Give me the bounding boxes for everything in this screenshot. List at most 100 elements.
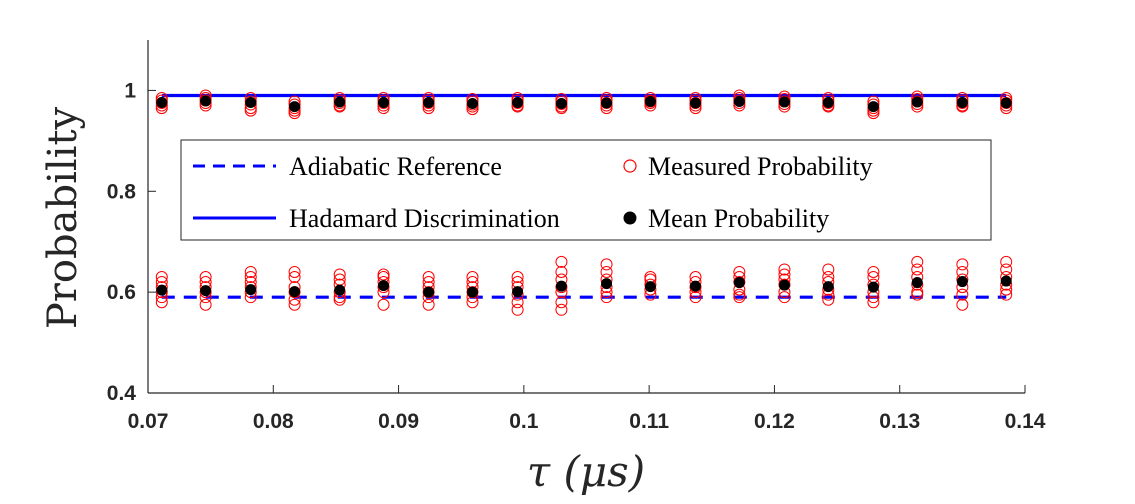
legend-hadamard-label: Hadamard Discrimination — [289, 204, 560, 233]
mean-point — [778, 96, 790, 108]
x-axis-title: τ (μs) — [527, 447, 645, 496]
mean-point — [156, 284, 168, 296]
mean-point — [1000, 275, 1012, 287]
mean-point — [334, 284, 346, 296]
measured-point — [288, 265, 301, 278]
mean-point — [733, 277, 745, 289]
measured-point — [555, 265, 568, 278]
measured-point — [689, 291, 702, 304]
y-tick-label: 1 — [124, 79, 136, 102]
x-tick-label: 0.08 — [253, 410, 294, 433]
mean-point — [289, 286, 301, 298]
mean-point — [245, 284, 257, 296]
y-tick-label: 0.6 — [107, 281, 136, 304]
x-tick-label: 0.13 — [879, 410, 920, 433]
x-tick-label: 0.09 — [378, 410, 419, 433]
measured-point — [867, 265, 880, 278]
tick-marks — [147, 89, 1026, 394]
measured-point — [867, 296, 880, 309]
measured-point — [778, 263, 791, 276]
measured-point — [911, 255, 924, 268]
measured-point — [555, 255, 568, 268]
mean-point — [689, 280, 701, 292]
tick-labels: 0.07 0.08 0.09 0.1 0.11 0.12 0.13 0.14 0.4 0.6 0.8… — [107, 79, 1046, 433]
mean-point — [867, 281, 879, 293]
mean-point — [956, 97, 968, 109]
measured-point — [422, 271, 435, 284]
mean-point — [156, 97, 168, 109]
measured-point — [155, 296, 168, 309]
legend-measured-swatch — [623, 159, 637, 173]
measured-point — [377, 298, 390, 311]
mean-point — [822, 97, 834, 109]
measured-point — [956, 298, 969, 311]
measured-point — [822, 263, 835, 276]
measured-point — [911, 288, 924, 301]
measured-point — [911, 263, 924, 276]
measured-point — [288, 271, 301, 284]
legend-adiabatic-label: Adiabatic Reference — [289, 152, 502, 181]
legend: Adiabatic Reference Hadamard Discriminat… — [180, 139, 992, 241]
mean-point — [378, 97, 390, 109]
y-tick-label: 0.8 — [107, 180, 137, 203]
measured-point — [555, 303, 568, 316]
mean-point — [911, 96, 923, 108]
x-tick-label: 0.14 — [1005, 410, 1046, 433]
mean-point — [644, 96, 656, 108]
measured-point — [1000, 255, 1013, 268]
measured-point — [1000, 288, 1013, 301]
mean-point — [466, 98, 478, 110]
plot-area — [155, 89, 1013, 316]
mean-point — [911, 277, 923, 289]
measured-point — [199, 298, 212, 311]
mean-point — [822, 281, 834, 293]
x-tick-label: 0.1 — [509, 410, 539, 433]
mean-point — [423, 97, 435, 109]
mean-point — [689, 97, 701, 109]
measured-point — [199, 271, 212, 284]
measured-point — [778, 291, 791, 304]
y-axis-title: Probability — [40, 106, 86, 329]
mean-point — [778, 279, 790, 291]
measured-point — [377, 268, 390, 281]
measured-point — [244, 265, 257, 278]
x-tick-label: 0.07 — [128, 410, 169, 433]
mean-point — [289, 101, 301, 113]
measured-point — [422, 298, 435, 311]
mean-point — [956, 276, 968, 288]
mean-point — [1000, 97, 1012, 109]
mean-point — [423, 286, 435, 298]
mean-point — [512, 97, 524, 109]
measured-point — [288, 298, 301, 311]
mean-point — [601, 278, 613, 290]
measured-point — [333, 268, 346, 281]
measured-point — [822, 293, 835, 306]
measured-point — [555, 296, 568, 309]
mean-point — [733, 96, 745, 108]
measured-point — [956, 288, 969, 301]
mean-point — [644, 281, 656, 293]
mean-point — [200, 95, 212, 107]
measured-point — [600, 265, 613, 278]
measured-point — [733, 288, 746, 301]
legend-mean-label: Mean Probability — [648, 204, 829, 233]
measured-point — [733, 291, 746, 304]
measured-point — [155, 271, 168, 284]
axes — [147, 40, 1025, 394]
x-tick-label: 0.11 — [629, 410, 669, 433]
legend-measured-label: Measured Probability — [648, 152, 873, 181]
legend-mean-swatch — [623, 211, 637, 225]
measured-point — [511, 303, 524, 316]
mean-point — [245, 97, 257, 109]
measured-point — [600, 258, 613, 271]
measured-point — [244, 271, 257, 284]
mean-point — [378, 280, 390, 292]
measured-point — [600, 291, 613, 304]
mean-point — [867, 101, 879, 113]
measured-point — [511, 271, 524, 284]
mean-point — [512, 286, 524, 298]
y-tick-label: 0.4 — [107, 382, 137, 405]
mean-point — [466, 286, 478, 298]
